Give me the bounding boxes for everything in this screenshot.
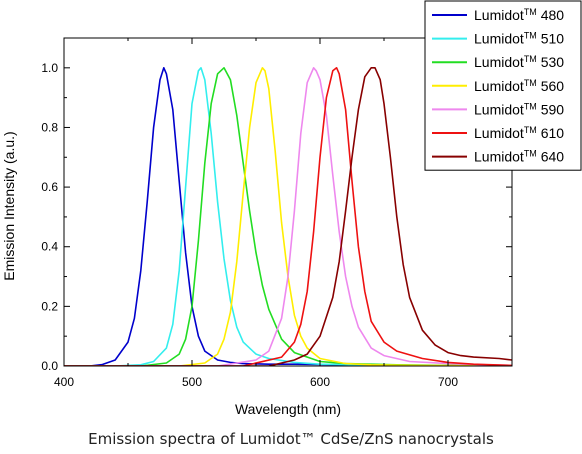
- plot-frame: [63, 37, 513, 367]
- y-tick-label: 0.0: [41, 359, 58, 373]
- y-tick-label: 0.2: [41, 299, 58, 313]
- legend-label-590: LumidotTM 590: [474, 101, 564, 117]
- y-axis-label: Emission Intensity (a.u.): [1, 131, 17, 280]
- y-tick-label: 0.4: [41, 240, 58, 254]
- series-line-590: [64, 67, 512, 366]
- legend-label-640: LumidotTM 640: [474, 149, 564, 165]
- emission-spectra-chart: 400 500 600 700 0.0 0.2 0.4 0.6 0.8 1.0 Wavelengt…: [1, 0, 582, 417]
- y-tick-label: 0.6: [41, 180, 58, 194]
- x-tick-label: 500: [182, 375, 202, 389]
- y-tick-label: 0.8: [41, 120, 58, 134]
- series-line-560: [64, 67, 512, 366]
- x-tick-label: 600: [310, 375, 330, 389]
- legend-label-530: LumidotTM 530: [474, 54, 564, 70]
- series-line-640: [64, 67, 512, 366]
- series-line-610: [64, 67, 512, 366]
- legend: LumidotTM 480 LumidotTM 510 LumidotTM 530 L…: [424, 0, 582, 171]
- x-tick-label: 700: [438, 375, 458, 389]
- figure-caption: Emission spectra of Lumidot™ CdSe/ZnS na…: [88, 430, 494, 448]
- x-tick-label: 400: [54, 375, 74, 389]
- legend-label-480: LumidotTM 480: [474, 7, 564, 23]
- legend-label-560: LumidotTM 560: [474, 78, 564, 94]
- y-tick-label: 1.0: [41, 61, 58, 75]
- axes: 400 500 600 700 0.0 0.2 0.4 0.6 0.8 1.0: [41, 37, 513, 389]
- series-line-510: [64, 67, 512, 366]
- legend-label-610: LumidotTM 610: [474, 125, 564, 141]
- legend-label-510: LumidotTM 510: [474, 31, 564, 47]
- x-axis-label: Wavelength (nm): [235, 401, 341, 417]
- plot-area: [64, 67, 512, 366]
